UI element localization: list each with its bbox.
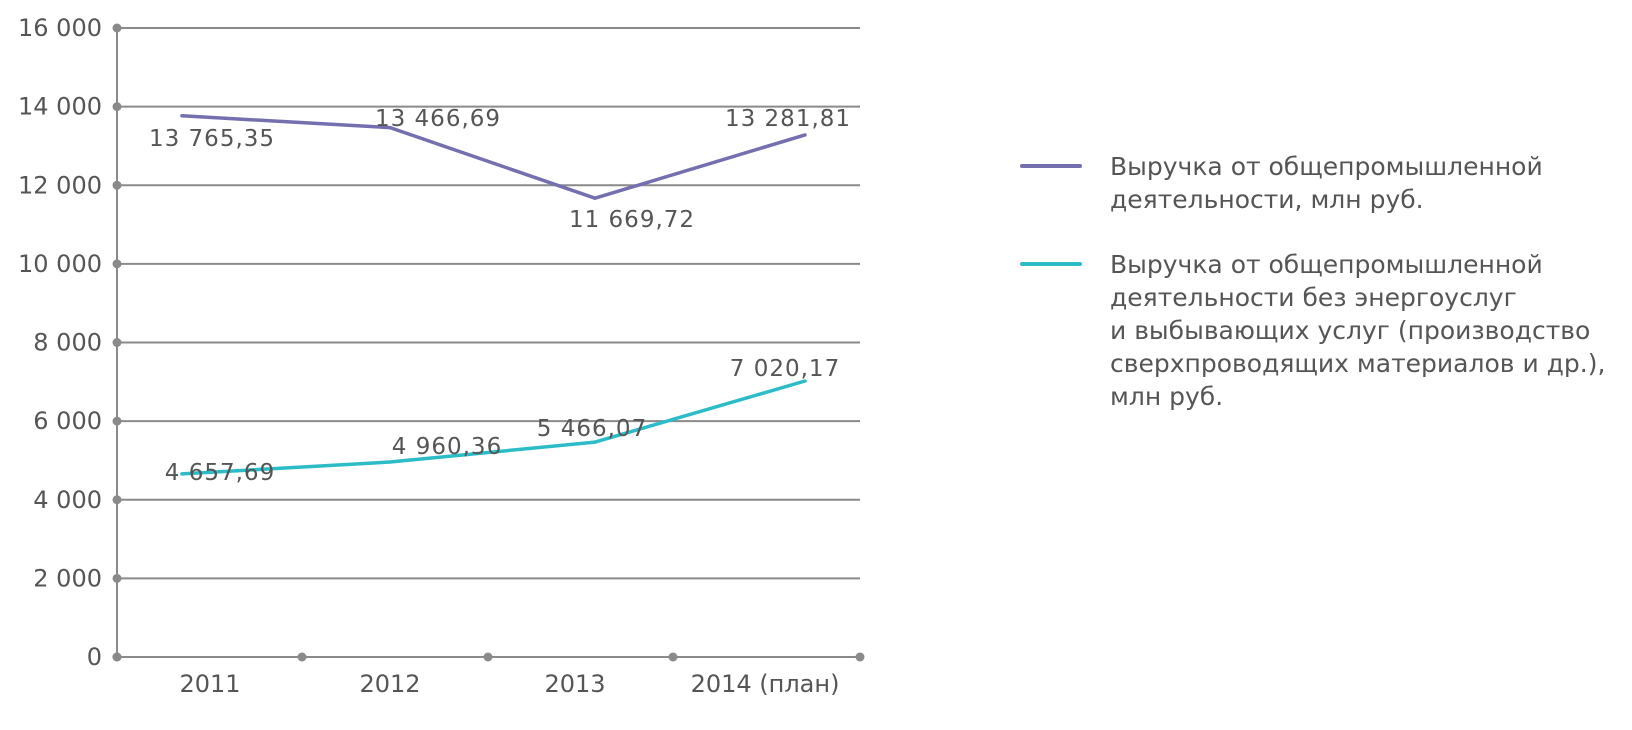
data-label: 7 020,17 bbox=[730, 356, 840, 382]
data-label: 4 960,36 bbox=[392, 434, 502, 460]
y-tick-label: 2 000 bbox=[33, 564, 102, 592]
series-line-2 bbox=[180, 379, 807, 476]
x-tick-label: 2012 bbox=[359, 670, 420, 698]
y-tick-label: 14 000 bbox=[18, 93, 102, 121]
x-tick-marker bbox=[668, 652, 678, 662]
x-tick-labels: 2011 2012 2013 2014 (план) bbox=[179, 670, 839, 698]
legend-item-series-2: Выручка от общепромышленной деятельности… bbox=[1020, 248, 1620, 413]
data-label: 13 765,35 bbox=[149, 126, 275, 152]
legend-swatch-series-2 bbox=[1020, 262, 1082, 266]
y-tick-label: 6 000 bbox=[33, 407, 102, 435]
y-tick-label: 12 000 bbox=[18, 171, 102, 199]
x-tick-marker bbox=[855, 652, 865, 662]
y-tick-label: 4 000 bbox=[33, 486, 102, 514]
y-tick-label: 16 000 bbox=[18, 14, 102, 42]
grid-lines bbox=[117, 27, 860, 580]
legend-item-series-1: Выручка от общепромышленной деятельности… bbox=[1020, 150, 1620, 216]
legend-label-series-1: Выручка от общепромышленной деятельности… bbox=[1110, 152, 1543, 214]
y-tick-label: 8 000 bbox=[33, 329, 102, 357]
data-label: 5 466,07 bbox=[537, 416, 647, 442]
data-label: 13 281,81 bbox=[725, 106, 851, 132]
data-label: 4 657,69 bbox=[165, 460, 275, 486]
line-chart: 0 2 000 4 000 6 000 8 000 10 000 12 000 14 000 1… bbox=[18, 14, 865, 698]
x-tick-label: 2014 (план) bbox=[691, 670, 840, 698]
x-tick-label: 2013 bbox=[544, 670, 605, 698]
axes bbox=[112, 23, 865, 662]
data-label: 11 669,72 bbox=[569, 207, 695, 233]
legend: Выручка от общепромышленной деятельности… bbox=[1020, 150, 1620, 445]
x-tick-marker bbox=[112, 652, 122, 662]
data-labels: 13 765,35 13 466,69 11 669,72 13 281,81 4 65… bbox=[149, 106, 851, 486]
series-lines bbox=[180, 114, 807, 476]
x-tick-label: 2011 bbox=[179, 670, 240, 698]
y-tick-label: 10 000 bbox=[18, 250, 102, 278]
x-tick-marker bbox=[483, 652, 493, 662]
series-line-1 bbox=[180, 114, 807, 200]
legend-swatch-series-1 bbox=[1020, 164, 1082, 168]
x-tick-marker bbox=[297, 652, 307, 662]
y-tick-labels: 0 2 000 4 000 6 000 8 000 10 000 12 000 14 000 1… bbox=[18, 14, 102, 671]
data-label: 13 466,69 bbox=[375, 106, 501, 132]
legend-label-series-2: Выручка от общепромышленной деятельности… bbox=[1110, 250, 1606, 411]
y-tick-label: 0 bbox=[87, 643, 102, 671]
